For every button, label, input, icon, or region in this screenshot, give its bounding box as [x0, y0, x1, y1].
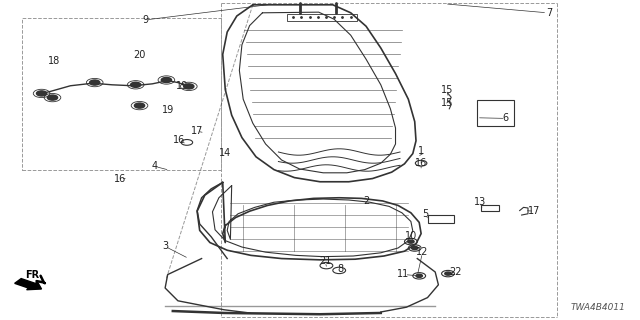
- Circle shape: [47, 95, 58, 100]
- Text: 17: 17: [191, 125, 204, 136]
- Text: 12: 12: [416, 247, 429, 257]
- Text: 7: 7: [546, 8, 552, 18]
- Circle shape: [36, 91, 47, 96]
- Bar: [287, 14, 357, 21]
- Bar: [22, 18, 221, 170]
- Text: 15: 15: [440, 98, 453, 108]
- Text: 2: 2: [363, 196, 369, 206]
- Circle shape: [184, 84, 194, 89]
- Text: 1: 1: [418, 146, 424, 156]
- Bar: [477, 100, 514, 126]
- Circle shape: [161, 77, 172, 83]
- Text: 18: 18: [48, 56, 61, 67]
- Text: 10: 10: [404, 231, 417, 241]
- Bar: [428, 215, 454, 223]
- Circle shape: [134, 103, 145, 108]
- Text: 3: 3: [162, 241, 168, 251]
- Text: 16: 16: [173, 135, 186, 145]
- Text: 9: 9: [143, 15, 149, 25]
- Circle shape: [131, 82, 141, 87]
- Text: 16: 16: [114, 173, 127, 184]
- Text: 15: 15: [440, 84, 453, 95]
- Text: 5: 5: [422, 209, 429, 220]
- Text: 22: 22: [449, 267, 462, 277]
- Text: 6: 6: [502, 113, 509, 123]
- FancyArrow shape: [15, 279, 42, 290]
- Circle shape: [416, 274, 422, 277]
- Text: 8: 8: [337, 264, 344, 274]
- Text: 19: 19: [161, 105, 174, 116]
- Text: 4: 4: [152, 161, 158, 171]
- Circle shape: [445, 272, 451, 275]
- Text: FR.: FR.: [26, 270, 45, 283]
- Text: 17: 17: [528, 205, 541, 216]
- Text: 19: 19: [176, 81, 189, 91]
- Text: TWA4B4011: TWA4B4011: [571, 303, 626, 312]
- Text: 14: 14: [219, 148, 232, 158]
- Bar: [481, 205, 499, 211]
- Text: 21: 21: [319, 256, 332, 266]
- Text: 11: 11: [397, 269, 410, 279]
- Text: 16: 16: [415, 157, 428, 168]
- Text: 13: 13: [474, 196, 486, 207]
- Circle shape: [90, 80, 100, 85]
- Circle shape: [412, 246, 418, 250]
- Text: 20: 20: [133, 50, 146, 60]
- Circle shape: [408, 240, 414, 243]
